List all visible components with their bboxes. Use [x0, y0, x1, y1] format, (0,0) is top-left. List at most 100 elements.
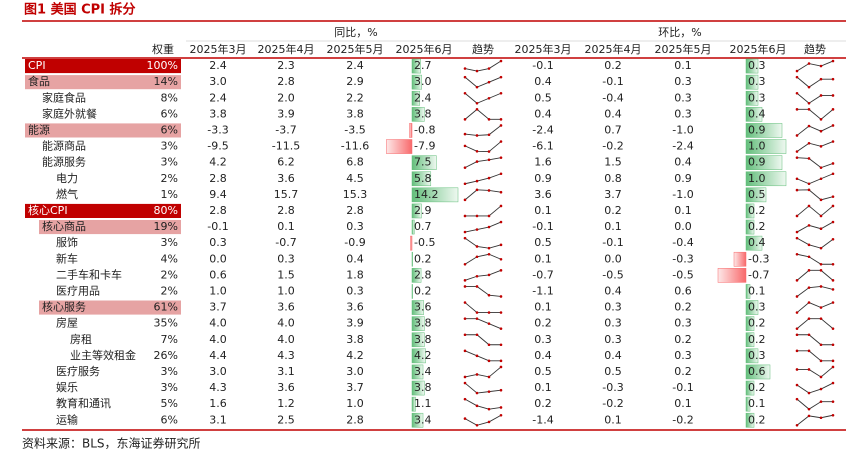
- sparkline-point: [807, 204, 811, 208]
- data-bar: [411, 203, 422, 219]
- data-bar: [745, 171, 787, 187]
- sparkline: [796, 269, 834, 281]
- sparkline-point: [487, 118, 491, 121]
- data-bar: [411, 58, 421, 74]
- trend-header: 趋势: [804, 43, 826, 56]
- row-label: 核心CPI: [28, 203, 68, 217]
- sparkline: [796, 237, 834, 249]
- sparkline-point: [819, 227, 823, 231]
- sparkline-point: [487, 390, 491, 393]
- sparkline-point: [475, 228, 479, 231]
- data-bar: [745, 58, 759, 74]
- sparkline-point: [475, 354, 479, 358]
- value: 0.3: [674, 75, 692, 88]
- sparkline-point: [475, 285, 479, 288]
- sparkline-point: [819, 166, 823, 169]
- weight-header: 权重: [152, 42, 174, 56]
- value: 3.0: [209, 365, 227, 378]
- value: -1.0: [672, 188, 693, 201]
- sparkline-point: [463, 214, 467, 218]
- row-label: 电力: [56, 172, 78, 185]
- value: 1.5: [604, 156, 622, 169]
- value: 0.2: [674, 365, 692, 378]
- weight: 6%: [161, 413, 178, 426]
- value: 3.0: [346, 365, 364, 378]
- value: 0.4: [534, 75, 552, 88]
- data-bar: [745, 364, 771, 380]
- value: 0.8: [604, 172, 622, 185]
- sparkline-point: [795, 383, 799, 387]
- sparkline: [796, 76, 833, 88]
- sparkline-point: [831, 279, 835, 282]
- yoy-header: 同比，%: [334, 26, 377, 39]
- sparkline-point: [487, 252, 491, 256]
- weight: 80%: [154, 204, 178, 217]
- sparkline-point: [819, 306, 823, 309]
- sparkline: [796, 141, 834, 152]
- sparkline: [464, 173, 502, 185]
- month-header: 2025年3月: [190, 42, 247, 56]
- sparkline: [464, 382, 502, 394]
- value: -0.2: [602, 397, 623, 410]
- value: 0.6: [209, 268, 227, 281]
- sparkline-point: [487, 420, 491, 424]
- value: 3.6: [346, 301, 364, 314]
- value: 0.2: [748, 333, 766, 346]
- sparkline-point: [487, 225, 491, 229]
- sparkline: [464, 398, 502, 410]
- value: 0.1: [604, 220, 622, 233]
- sparkline-point: [475, 404, 479, 408]
- value: 3.6: [277, 381, 295, 394]
- sparkline-point: [819, 262, 823, 266]
- sparkline: [465, 205, 502, 217]
- sparkline-point: [487, 273, 491, 277]
- value: 4.3: [209, 381, 227, 394]
- value: 14.2: [414, 188, 439, 201]
- sparkline-point: [795, 91, 799, 95]
- sparkline-point: [487, 189, 491, 192]
- value: 1.1: [414, 397, 432, 410]
- value: 4.2: [346, 349, 364, 362]
- value: 6.2: [277, 156, 295, 169]
- sparkline-point: [807, 141, 811, 145]
- data-bar: [411, 412, 424, 428]
- value: 0.1: [674, 204, 692, 217]
- sparkline-point: [807, 368, 811, 371]
- weight: 3%: [161, 236, 178, 249]
- sparkline: [797, 366, 834, 378]
- value: -3.5: [344, 123, 365, 136]
- value: 2.5: [277, 413, 295, 426]
- sparkline: [464, 60, 502, 72]
- value: 1.8: [346, 268, 364, 281]
- value: -0.1: [672, 381, 693, 394]
- row-highlight: [25, 203, 181, 218]
- value: 9.4: [209, 188, 227, 201]
- sparkline-point: [499, 140, 503, 143]
- value: 0.9: [534, 172, 552, 185]
- data-bar: [745, 412, 755, 428]
- row-label: 家庭外就餐: [42, 106, 97, 120]
- sparkline-point: [807, 108, 811, 111]
- sparkline-point: [499, 220, 503, 224]
- sparkline-point: [475, 333, 479, 337]
- sparkline-point: [831, 343, 835, 347]
- data-bar: [733, 251, 747, 267]
- row-label: 能源: [28, 122, 50, 136]
- sparkline-point: [475, 108, 479, 111]
- sparkline-point: [819, 94, 823, 97]
- value: -11.6: [341, 140, 369, 153]
- sparkline-point: [475, 311, 479, 314]
- sparkline-point: [499, 406, 503, 409]
- sparkline: [797, 334, 833, 346]
- value: 4.2: [209, 156, 227, 169]
- sparkline-point: [487, 158, 491, 162]
- sparkline-point: [795, 236, 799, 240]
- month-header: 2025年6月: [396, 42, 453, 56]
- value: 0.5: [748, 188, 766, 201]
- value: 2.4: [414, 91, 432, 104]
- sparkline-point: [463, 375, 467, 379]
- sparkline: [464, 76, 502, 88]
- sparkline-point: [831, 237, 835, 241]
- sparkline-point: [463, 301, 467, 304]
- sparkline-point: [807, 301, 811, 304]
